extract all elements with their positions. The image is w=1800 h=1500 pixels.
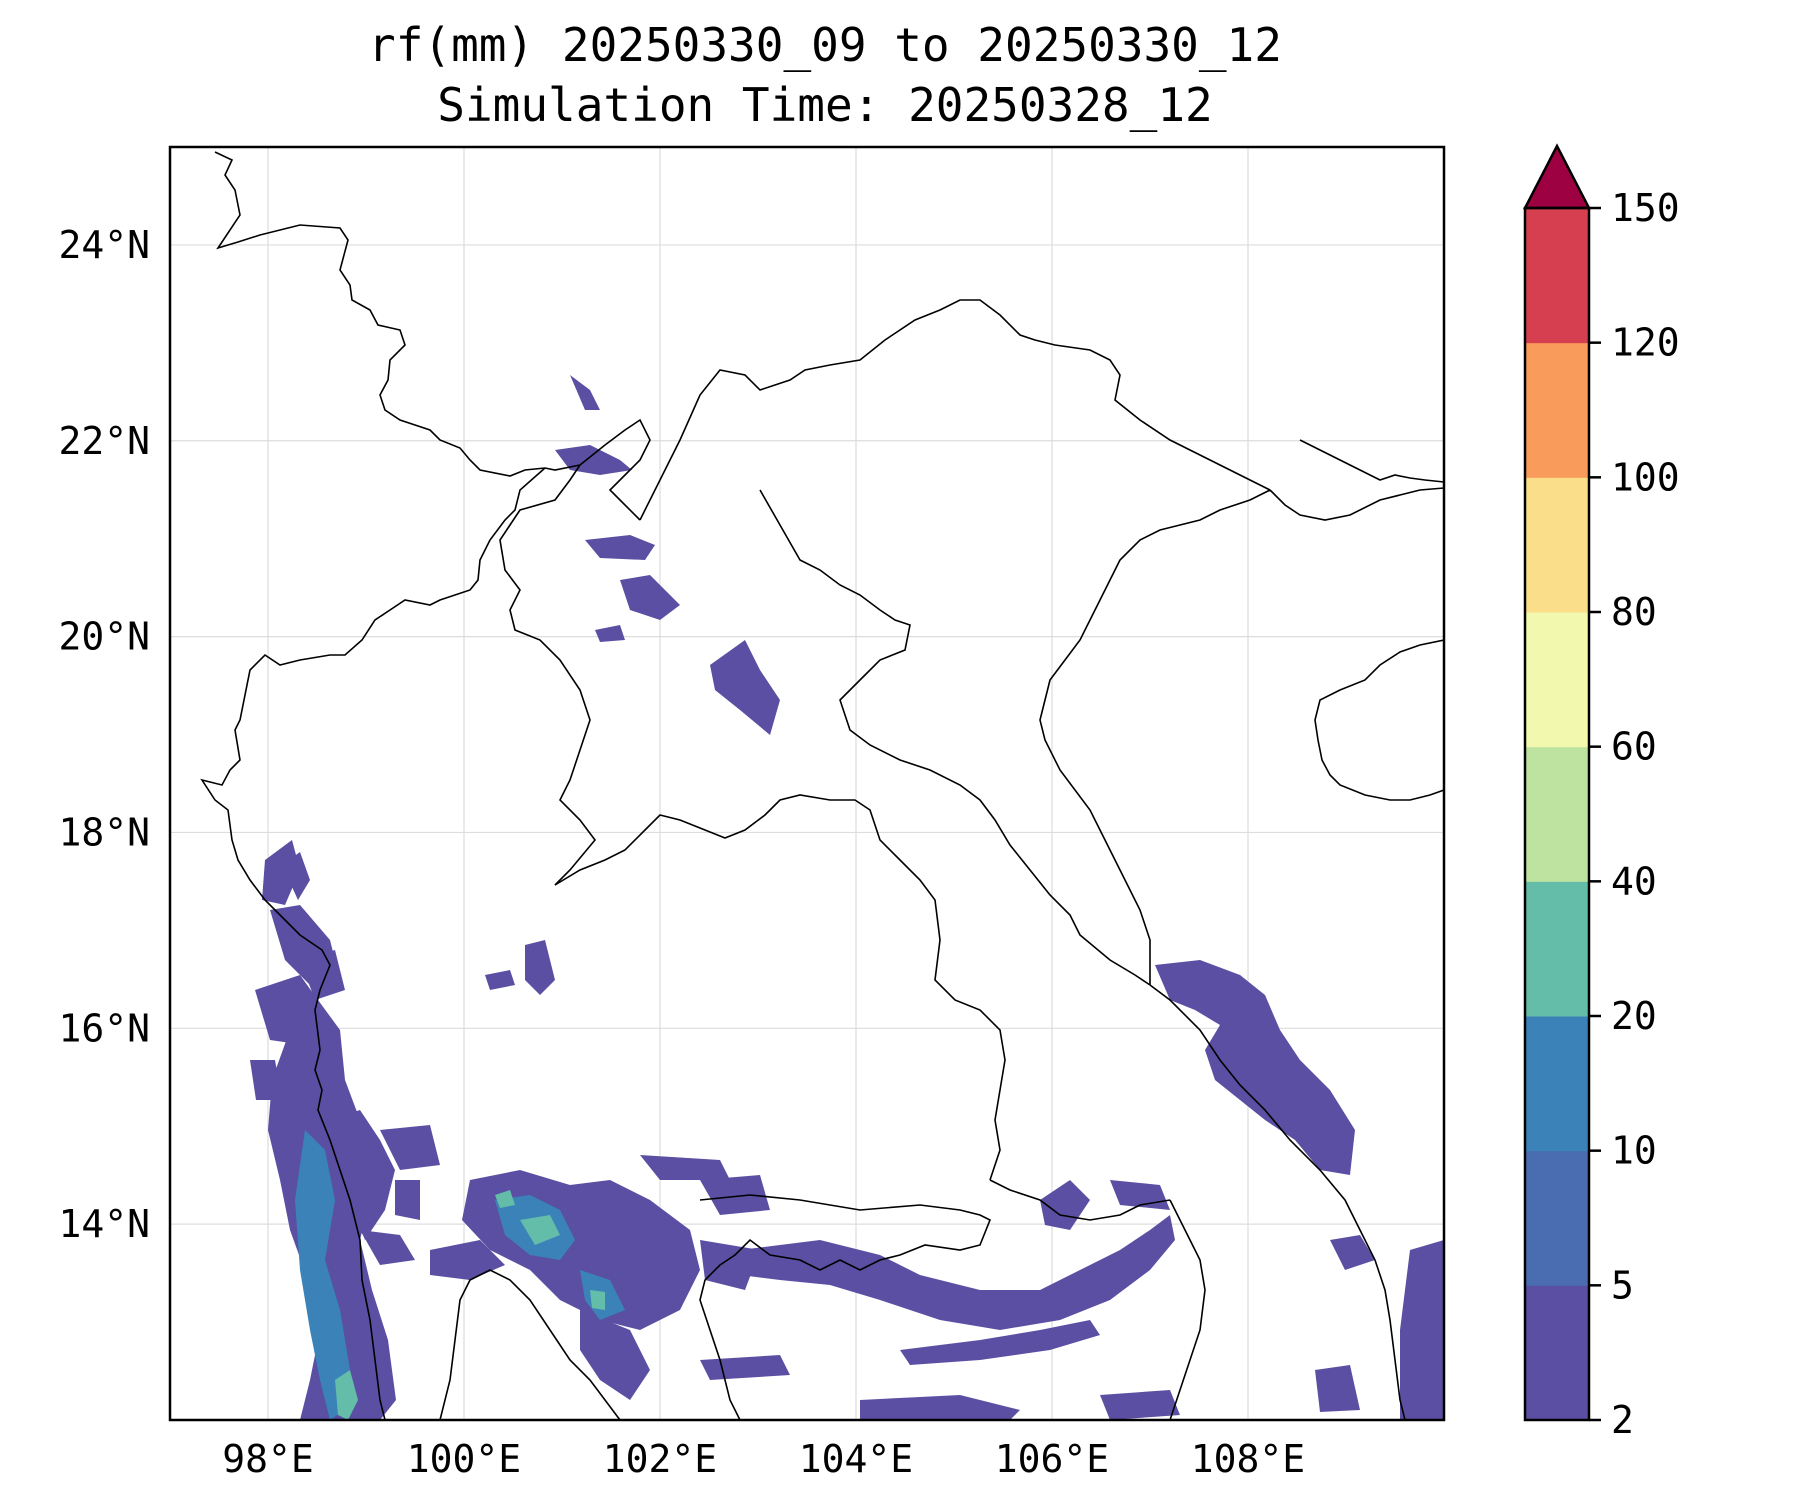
rain-area-vietnam-coast bbox=[1155, 960, 1355, 1175]
colorbar-tick-label: 10 bbox=[1611, 1129, 1657, 1173]
lon-tick-label: 108°E bbox=[1191, 1437, 1305, 1481]
lat-tick-label: 18°N bbox=[58, 810, 150, 854]
rain-area-mid-1 bbox=[525, 940, 555, 995]
lat-tick-label: 22°N bbox=[58, 419, 150, 463]
rain-area-north-6 bbox=[595, 625, 625, 642]
rain-area-western-band-3 bbox=[330, 1110, 395, 1240]
rain-area-west-2 bbox=[380, 1125, 440, 1170]
rain-area-western-band-2 bbox=[255, 975, 325, 1045]
laos-cambodia-border bbox=[989, 1179, 1171, 1221]
lon-tick-label: 100°E bbox=[407, 1437, 521, 1481]
rain-area-west-3 bbox=[395, 1180, 420, 1220]
colorbar-tick-label: 120 bbox=[1611, 321, 1680, 365]
rain-area-cambodia-south-2 bbox=[1100, 1390, 1180, 1420]
lat-tick-label: 16°N bbox=[58, 1006, 150, 1050]
rain-area-west-4 bbox=[360, 1230, 415, 1265]
rain-area-central-thailand-2 bbox=[580, 1310, 650, 1400]
rain-area-north-4 bbox=[710, 640, 780, 735]
laos-thailand-border bbox=[554, 794, 1006, 1181]
rain-area-vietnam-south bbox=[1400, 1240, 1444, 1420]
rain-area-20-40-central bbox=[520, 1215, 560, 1245]
thailand-myanmar-border bbox=[200, 467, 546, 1420]
lon-tick-label: 98°E bbox=[222, 1437, 314, 1481]
rain-area-cambodia-band bbox=[740, 1215, 1175, 1330]
rain-area-vietnam-coast-2 bbox=[1330, 1235, 1375, 1270]
rain-area-20-40-central-2 bbox=[495, 1190, 515, 1208]
colorbar-tick-label: 5 bbox=[1611, 1263, 1634, 1307]
rain-area-central-thailand-5 bbox=[640, 1155, 730, 1180]
gulf-coast-west bbox=[439, 1269, 621, 1420]
laos-vietnam-border bbox=[639, 299, 1271, 521]
lat-tick-label: 14°N bbox=[58, 1202, 150, 1246]
colorbar-tick-label: 20 bbox=[1611, 994, 1657, 1038]
colorbar-segment bbox=[1525, 342, 1589, 478]
cambodia-thailand-border bbox=[699, 1194, 992, 1420]
simulation-time-subtitle: Simulation Time: 20250328_12 bbox=[437, 78, 1213, 132]
country-borders bbox=[200, 151, 1444, 1420]
laos-myanmar-border bbox=[499, 464, 597, 886]
colorbar-tick-label: 60 bbox=[1611, 725, 1657, 769]
colorbar-segment bbox=[1525, 612, 1589, 748]
rain-area-cambodia-south bbox=[860, 1395, 1020, 1420]
rain-area-central-thailand-3 bbox=[430, 1240, 505, 1280]
rain-area-north-1 bbox=[555, 445, 632, 475]
rain-area-20-40-central-3 bbox=[590, 1290, 605, 1310]
colorbar-tick-label: 100 bbox=[1611, 455, 1680, 499]
colorbar-segment bbox=[1525, 477, 1589, 613]
rain-area-10-20-west bbox=[295, 1130, 350, 1420]
rain-area-north-2 bbox=[585, 535, 655, 560]
colorbar-segment bbox=[1525, 1150, 1589, 1286]
hainan-island bbox=[1314, 639, 1444, 801]
lon-tick-label: 102°E bbox=[603, 1437, 717, 1481]
colorbar-segment bbox=[1525, 881, 1589, 1017]
rain-area-vietnam-south-2 bbox=[1315, 1365, 1360, 1412]
colorbar: 2 5 10 20 40 60 80 100 120 150 bbox=[1522, 143, 1680, 1442]
colorbar-segment bbox=[1525, 1285, 1589, 1421]
map-frame bbox=[168, 145, 1446, 1422]
lat-tick-label: 24°N bbox=[58, 223, 150, 267]
latitude-axis: 24°N 22°N 20°N 18°N 16°N 14°N bbox=[58, 223, 150, 1246]
myanmar-china-border bbox=[214, 151, 581, 477]
colorbar-tick-label: 40 bbox=[1611, 859, 1657, 903]
china-coast-east bbox=[1299, 439, 1444, 483]
vietnam-coastline bbox=[1039, 487, 1444, 1420]
lon-tick-label: 104°E bbox=[799, 1437, 913, 1481]
colorbar-tick-label: 80 bbox=[1611, 590, 1657, 634]
rain-area-north-5 bbox=[570, 375, 600, 410]
rain-area-west-5 bbox=[250, 1060, 282, 1100]
laos-vietnam-border-2 bbox=[759, 489, 1151, 986]
rain-area-cambodia-band-3 bbox=[700, 1355, 790, 1380]
rain-area-20-40-west bbox=[335, 1370, 358, 1420]
colorbar-extend-arrow bbox=[1522, 143, 1592, 210]
colorbar-outline bbox=[1523, 206, 1591, 1422]
rain-area-cambodia-band-2 bbox=[900, 1320, 1100, 1365]
colorbar-segment bbox=[1525, 208, 1589, 344]
lon-tick-label: 106°E bbox=[995, 1437, 1109, 1481]
rain-area-central-thailand-4 bbox=[700, 1175, 770, 1215]
map-title: rf(mm) 20250330_09 to 20250330_12 bbox=[368, 18, 1282, 72]
lat-tick-label: 20°N bbox=[58, 615, 150, 659]
rain-area-west-mid bbox=[262, 840, 300, 905]
colorbar-tick-label: 2 bbox=[1611, 1398, 1634, 1442]
rain-area-north-3 bbox=[620, 575, 680, 620]
colorbar-segment bbox=[1525, 746, 1589, 882]
rain-area-tak bbox=[270, 905, 340, 985]
cambodia-vietnam-border bbox=[1169, 1199, 1206, 1420]
rain-area-west-upper bbox=[282, 852, 310, 900]
longitude-axis: 98°E 100°E 102°E 104°E 106°E 108°E bbox=[222, 1437, 1305, 1481]
colorbar-tick-label: 150 bbox=[1611, 186, 1680, 230]
rainfall-shading bbox=[250, 375, 1444, 1420]
colorbar-segment bbox=[1525, 1016, 1589, 1152]
rain-area-mid-2 bbox=[485, 970, 515, 990]
laos-china-border bbox=[579, 418, 651, 521]
